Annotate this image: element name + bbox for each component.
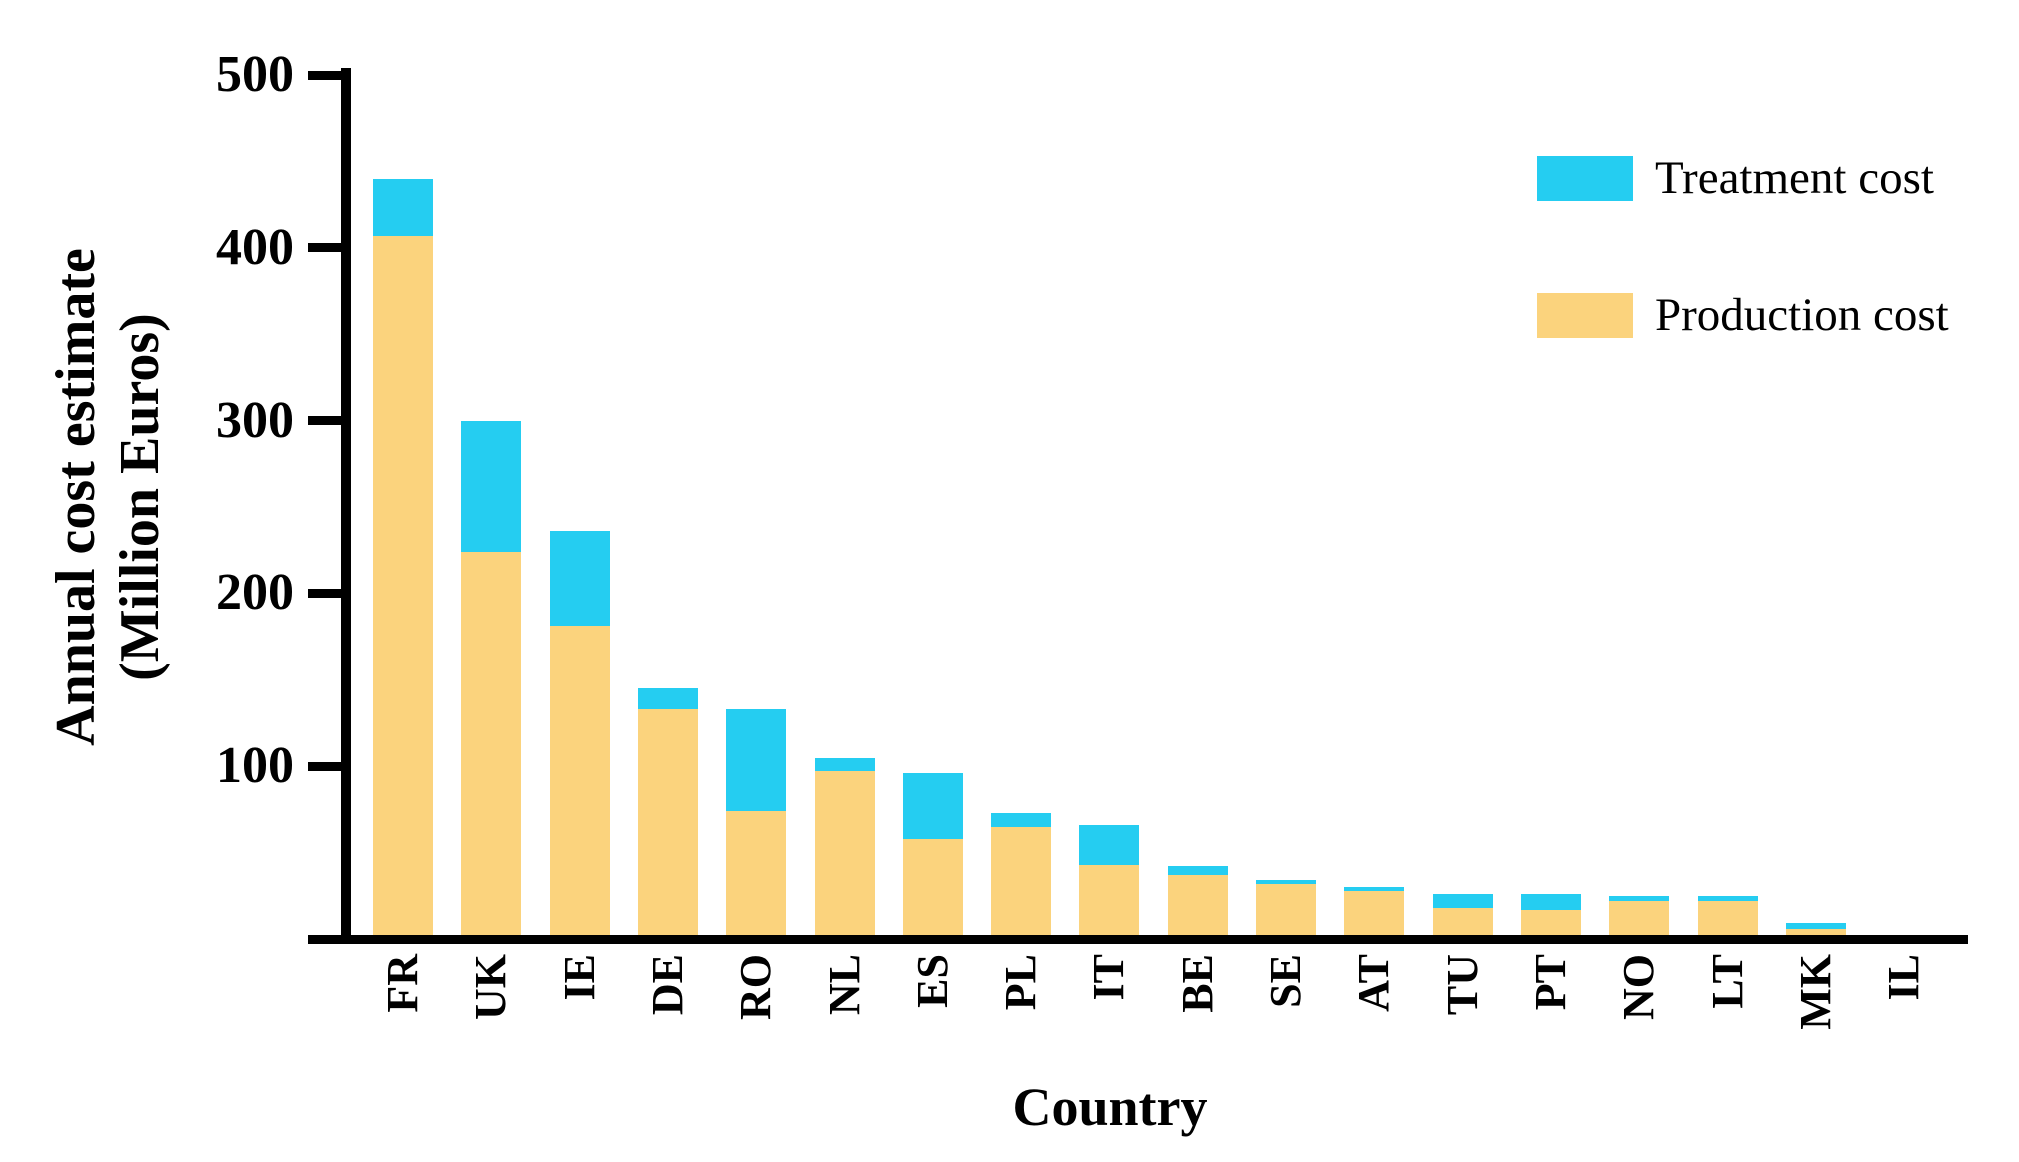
y-tick-label-100: 100 xyxy=(216,737,294,795)
y-tick-label-500: 500 xyxy=(216,46,294,103)
x-tick-label-SE: SE xyxy=(1261,954,1310,1008)
bar-segment-treatment-PL xyxy=(991,812,1052,827)
x-tick-label-BE: BE xyxy=(1172,954,1222,1013)
bar-segment-production-NL xyxy=(814,771,875,939)
x-tick-label-IL: IL xyxy=(1879,954,1929,1001)
bar-segment-treatment-ES xyxy=(902,773,963,839)
y-tick-mark-400 xyxy=(308,243,351,253)
x-axis-title: Country xyxy=(1012,1077,1208,1137)
bar-segment-production-PL xyxy=(991,826,1052,939)
x-tick-label-IT: IT xyxy=(1084,954,1134,1001)
y-axis-line xyxy=(341,68,351,943)
x-tick-label-TU: TU xyxy=(1437,954,1487,1016)
bar-segment-production-UK xyxy=(461,551,522,939)
y-tick-mark-200 xyxy=(308,588,351,598)
bar-segment-production-TU xyxy=(1432,907,1493,939)
x-tick-label-NO: NO xyxy=(1614,954,1664,1020)
bar-segment-production-AT xyxy=(1344,890,1405,939)
bar-segment-treatment-PT xyxy=(1520,894,1581,910)
x-tick-label-NL: NL xyxy=(819,954,869,1016)
x-tick-label-LT: LT xyxy=(1702,954,1752,1009)
bar-segment-treatment-RO xyxy=(726,709,787,812)
bar-segment-production-NO xyxy=(1609,900,1670,939)
bar-segment-production-ES xyxy=(902,838,963,939)
bar-segment-production-MK xyxy=(1785,928,1846,939)
bar-segment-treatment-DE xyxy=(637,688,698,710)
bar-segment-production-IE xyxy=(549,626,610,939)
bar-segment-treatment-NL xyxy=(814,757,875,772)
bar-segment-treatment-BE xyxy=(1167,866,1228,876)
legend-swatch-treatment-color xyxy=(1537,155,1633,201)
legend-swatch-production-color xyxy=(1537,292,1633,338)
y-tick-label-200: 200 xyxy=(216,564,294,622)
bar-segment-treatment-SE xyxy=(1256,880,1316,884)
bar-segment-production-SE xyxy=(1256,883,1316,939)
bar-segment-production-IT xyxy=(1079,864,1140,939)
bar-segment-treatment-TU xyxy=(1432,894,1493,908)
legend-item-production: Production cost xyxy=(1537,284,1949,346)
bar-segment-production-DE xyxy=(637,709,698,939)
x-tick-label-PL: PL xyxy=(996,954,1046,1011)
bar-segment-treatment-IT xyxy=(1079,824,1140,865)
bar-segment-production-RO xyxy=(726,811,787,939)
y-tick-label-400: 400 xyxy=(216,218,294,276)
bar-segment-treatment-LT xyxy=(1697,895,1758,901)
x-tick-label-AT: AT xyxy=(1349,954,1399,1012)
bar-segment-production-FR xyxy=(373,235,433,939)
bar-segment-treatment-AT xyxy=(1344,887,1405,891)
y-tick-mark-300 xyxy=(308,416,351,426)
bar-segment-treatment-FR xyxy=(373,178,433,236)
legend-label-production: Production cost xyxy=(1655,289,1949,341)
bar-segment-treatment-MK xyxy=(1785,923,1846,929)
x-tick-label-MK: MK xyxy=(1790,954,1840,1030)
bar-segment-production-LT xyxy=(1697,900,1758,939)
y-tick-label-300: 300 xyxy=(216,391,294,449)
bar-segment-production-BE xyxy=(1167,875,1228,939)
x-tick-label-RO: RO xyxy=(731,954,781,1020)
legend-item-treatment: Treatment cost xyxy=(1537,147,1934,209)
x-tick-label-DE: DE xyxy=(642,954,692,1016)
y-axis-title-line1: Annual cost estimate xyxy=(45,248,107,746)
bar-segment-treatment-UK xyxy=(461,420,522,552)
bar-segment-treatment-NO xyxy=(1609,895,1670,901)
legend-label-treatment: Treatment cost xyxy=(1655,152,1934,204)
x-axis-line xyxy=(308,935,1968,944)
x-tick-label-UK: UK xyxy=(466,954,516,1020)
bar-segment-treatment-IE xyxy=(549,531,610,627)
x-tick-label-ES: ES xyxy=(907,954,957,1008)
x-tick-label-IE: IE xyxy=(554,954,604,1001)
y-tick-mark-100 xyxy=(308,761,351,771)
x-tick-label-PT: PT xyxy=(1525,954,1575,1011)
y-tick-mark-500 xyxy=(308,70,351,80)
x-tick-label-FR: FR xyxy=(378,954,427,1013)
bar-segment-production-PT xyxy=(1520,909,1581,939)
